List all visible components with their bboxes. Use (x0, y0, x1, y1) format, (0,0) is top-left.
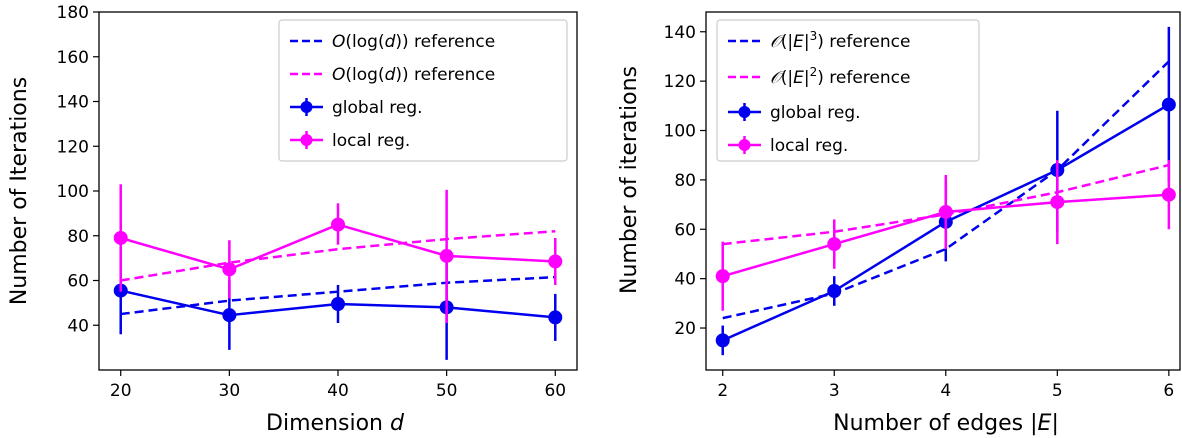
legend-entry: 𝒪(|E|2) reference (728, 65, 910, 88)
x-tick-label: 2 (717, 381, 728, 401)
legend-label: 𝒪(|E|3) reference (770, 29, 910, 52)
data-point (827, 283, 842, 298)
legend-marker (738, 106, 751, 118)
data-point (331, 296, 345, 311)
right-y-axis-label: Number of iterations (617, 66, 642, 294)
data-point (1161, 187, 1176, 202)
left-chart-panel: 20 30 40 50 60 40 60 80 100 120 140 160 180 (57, 3, 578, 401)
x-tick-label: 50 (436, 381, 458, 401)
data-point (1050, 195, 1065, 210)
y-tick-label: 60 (67, 272, 89, 292)
x-tick-label: 4 (940, 381, 951, 401)
left-y-axis-label: Number of Iterations (7, 77, 32, 305)
x-tick-label: 60 (544, 381, 566, 401)
data-point (222, 262, 237, 277)
legend-entry: global reg. (290, 98, 423, 118)
x-tick-label: 3 (829, 381, 840, 401)
legend-label: O(log(d)) reference (332, 32, 495, 52)
data-point (113, 230, 128, 245)
y-tick-label: 100 (664, 122, 696, 142)
y-tick-label: 180 (57, 3, 89, 23)
legend-label: local reg. (770, 136, 848, 156)
data-point (1161, 97, 1176, 112)
legend-marker (300, 134, 313, 146)
legend-entry: global reg. (728, 103, 861, 123)
legend-label: local reg. (332, 131, 410, 151)
x-tick-label: 20 (110, 381, 132, 401)
data-point (715, 333, 730, 348)
y-tick-label: 140 (57, 93, 89, 113)
data-point (715, 269, 730, 284)
data-point (222, 308, 237, 323)
y-tick-label: 80 (67, 227, 89, 247)
y-tick-label: 80 (674, 171, 696, 191)
left-legend: O(log(d)) reference O(log(d)) reference … (278, 19, 568, 162)
axes-frame (705, 11, 1181, 371)
legend-entry: O(log(d)) reference (290, 65, 495, 85)
x-tick-label: 30 (219, 381, 241, 401)
y-tick-label: 140 (664, 23, 696, 43)
y-tick-label: 20 (674, 319, 696, 339)
legend-marker (738, 139, 751, 151)
legend-entry: local reg. (290, 131, 410, 151)
right-chart-panel: 2 3 4 5 6 20 40 60 80 100 120 140 (664, 11, 1181, 401)
legend-entry: 𝒪(|E|3) reference (728, 29, 910, 52)
x-tick-label: 6 (1163, 381, 1174, 401)
data-point (548, 254, 563, 269)
y-tick-label: 120 (57, 137, 89, 157)
data-point (938, 204, 953, 219)
y-tick-label: 160 (57, 48, 89, 68)
legend-label: O(log(d)) reference (332, 65, 495, 85)
series-line (722, 60, 1170, 320)
x-tick-label: 40 (327, 381, 349, 401)
y-tick-label: 60 (674, 220, 696, 240)
series-line (120, 230, 556, 282)
data-point (331, 217, 345, 232)
legend-label: 𝒪(|E|2) reference (770, 65, 910, 88)
right-x-axis-label: Number of edges |E| (833, 411, 1059, 436)
legend-entry: O(log(d)) reference (290, 32, 495, 52)
legend-frame (716, 19, 980, 162)
y-tick-label: 40 (674, 270, 696, 290)
right-legend: 𝒪(|E|3) reference 𝒪(|E|2) reference glob… (716, 19, 980, 162)
legend-marker (300, 101, 313, 113)
data-point (548, 310, 563, 325)
legend-label: global reg. (770, 103, 861, 123)
data-point (827, 237, 842, 252)
y-tick-label: 40 (67, 316, 89, 336)
data-point (439, 248, 454, 263)
legend-entry: local reg. (728, 136, 848, 156)
x-tick-label: 5 (1052, 381, 1063, 401)
legend-frame (278, 19, 568, 162)
left-x-axis-label: Dimension d (266, 411, 405, 436)
y-tick-label: 100 (57, 182, 89, 202)
y-tick-label: 120 (664, 72, 696, 92)
legend-label: global reg. (332, 98, 423, 118)
